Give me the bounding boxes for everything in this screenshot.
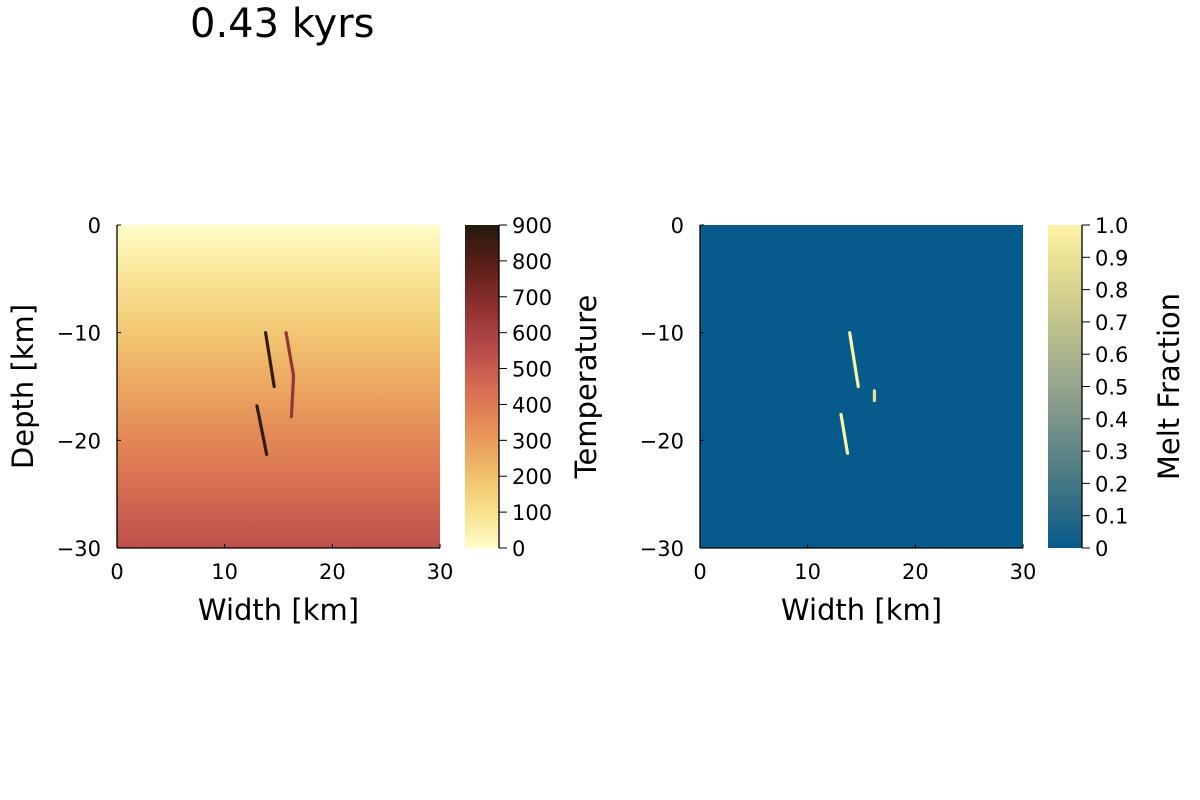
- colorbar-label: Melt Fraction: [1152, 293, 1186, 480]
- dike-feature: [263, 331, 276, 389]
- x-tick-label: 0: [693, 560, 706, 584]
- melt-fraction-panel: 0 10 20 30 0 −10 −20 −30 Width [km] 0 0.1 0.2 0.3 0.4…: [640, 214, 1186, 627]
- y-tick-label: −30: [57, 537, 101, 561]
- colorbar-tick-label: 0.3: [1095, 440, 1128, 464]
- colorbar-tick-label: 1.0: [1095, 214, 1128, 238]
- colorbar-tick-label: 200: [512, 465, 552, 489]
- x-tick-label: 30: [1010, 560, 1037, 584]
- colorbar-tick-label: 800: [512, 250, 552, 274]
- dike-feature: [255, 404, 269, 456]
- colorbar: [1048, 225, 1082, 548]
- colorbar-tick-label: 600: [512, 322, 552, 346]
- dike-feature: [848, 331, 860, 389]
- colorbar-tick-label: 0.7: [1095, 311, 1128, 335]
- dike-feature: [284, 331, 296, 419]
- x-axis-label: Width [km]: [198, 593, 359, 627]
- y-tick-label: 0: [88, 214, 101, 238]
- y-tick-label: −10: [640, 322, 684, 346]
- colorbar-tick-label: 0: [512, 537, 525, 561]
- colorbar-label: Temperature: [569, 295, 603, 480]
- colorbar-tick-label: 0.5: [1095, 376, 1128, 400]
- colorbar-tick-label: 0.8: [1095, 279, 1128, 303]
- x-axis-label: Width [km]: [781, 593, 942, 627]
- y-tick-label: 0: [671, 214, 684, 238]
- y-axis-label: Depth [km]: [6, 304, 40, 469]
- x-tick-label: 20: [319, 560, 346, 584]
- y-tick-label: −20: [640, 429, 684, 453]
- heatmap-field: [700, 225, 1023, 548]
- colorbar-tick-label: 0.9: [1095, 246, 1128, 270]
- colorbar-tick-label: 0.1: [1095, 505, 1128, 529]
- y-tick-label: −20: [57, 429, 101, 453]
- x-tick-label: 20: [902, 560, 929, 584]
- colorbar-tick-label: 500: [512, 358, 552, 382]
- colorbar-tick-label: 100: [512, 501, 552, 525]
- dike-feature: [839, 412, 850, 455]
- x-tick-label: 10: [211, 560, 238, 584]
- colorbar: [465, 225, 499, 548]
- heatmap-field: [117, 225, 440, 548]
- colorbar-tick-label: 0.4: [1095, 408, 1128, 432]
- colorbar-tick-label: 0.2: [1095, 472, 1128, 496]
- colorbar-tick-label: 0: [1095, 537, 1108, 561]
- x-tick-label: 10: [794, 560, 821, 584]
- colorbar-tick-label: 0.6: [1095, 343, 1128, 367]
- colorbar-tick-label: 300: [512, 429, 552, 453]
- y-tick-label: −30: [640, 537, 684, 561]
- x-tick-label: 0: [110, 560, 123, 584]
- figure-title: 0.43 kyrs: [190, 1, 375, 47]
- colorbar-tick-label: 900: [512, 214, 552, 238]
- colorbar-tick-label: 400: [512, 393, 552, 417]
- x-tick-label: 30: [427, 560, 454, 584]
- y-tick-label: −10: [57, 322, 101, 346]
- colorbar-tick-label: 700: [512, 286, 552, 310]
